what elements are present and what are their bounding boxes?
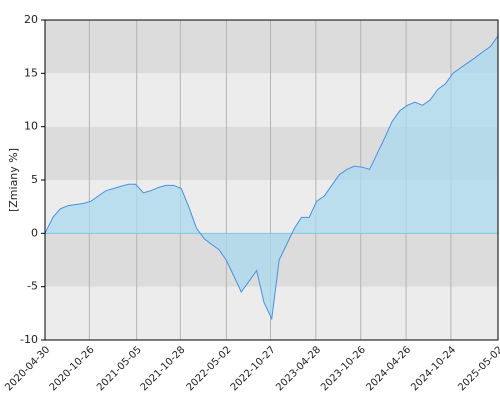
line [44, 35, 499, 321]
y-tick-label: 5 [31, 173, 38, 186]
band [45, 20, 498, 74]
y-tick-label: -5 [27, 280, 38, 293]
x-tick-label: 2020-10-26 [48, 344, 97, 393]
x-tick-label: 2022-05-02 [185, 344, 234, 393]
x-tick-label: 2022-10-27 [229, 344, 278, 393]
area [45, 36, 498, 319]
x-tick-label: 2021-10-28 [139, 344, 188, 393]
x-tick-label: 2021-05-05 [95, 344, 144, 393]
y-tick-label: 0 [31, 226, 38, 239]
x-tick-label: 2020-04-30 [3, 344, 52, 393]
plot-frame [44, 19, 499, 341]
x-tick-label: 2023-10-26 [319, 344, 368, 393]
y-tick-label: -10 [20, 333, 38, 346]
x-tick-label: 2025-05-02 [456, 344, 500, 393]
x-tick-label: 2024-10-24 [409, 344, 458, 393]
x-tick-label: 2024-04-26 [364, 344, 413, 393]
y-axis-label: [Zmiany %] [7, 148, 20, 212]
y-tick-label: 10 [24, 120, 38, 133]
y-tick-label: 15 [24, 66, 38, 79]
x-tick-label: 2023-04-28 [274, 344, 323, 393]
y-tick-label: 20 [24, 13, 38, 26]
